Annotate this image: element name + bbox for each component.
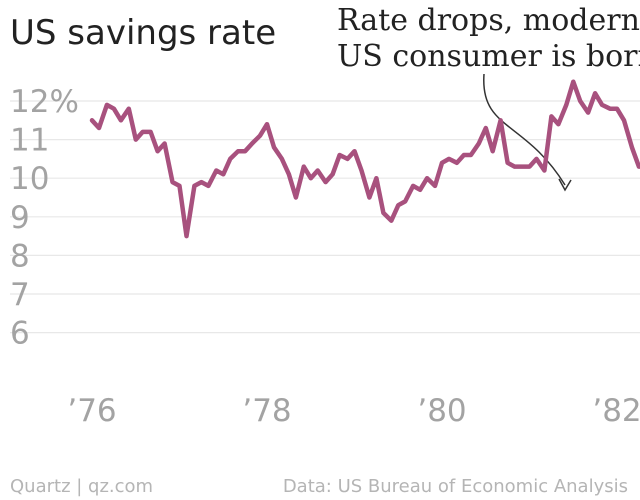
gridlines <box>10 100 640 334</box>
y-tick-label: 6 <box>10 316 30 352</box>
annotation-arrowhead-icon <box>558 178 572 192</box>
y-tick-label: 11 <box>10 123 49 159</box>
y-tick-label: 10 <box>10 161 49 197</box>
x-tick-label: ’82 <box>592 393 640 429</box>
chart-title: US savings rate <box>10 13 276 53</box>
x-axis-ticks: ’76’78’80’82’84’86 <box>67 393 640 429</box>
y-tick-label: 12% <box>10 84 79 120</box>
x-tick-label: ’80 <box>417 393 466 429</box>
savings-rate-line <box>89 79 640 239</box>
y-tick-label: 7 <box>10 277 30 313</box>
footer-source-left: Quartz | qz.com <box>10 476 153 497</box>
y-tick-label: 8 <box>10 238 30 274</box>
annotation-arrow <box>483 73 566 186</box>
x-tick-label: ’78 <box>242 393 291 429</box>
x-tick-label: ’76 <box>67 393 116 429</box>
annotation-line-1: Rate drops, modern <box>337 3 640 38</box>
annotation-line-2: US consumer is born. <box>337 39 640 74</box>
y-tick-label: 9 <box>10 200 30 236</box>
footer-source-right: Data: US Bureau of Economic Analysis <box>283 476 628 497</box>
